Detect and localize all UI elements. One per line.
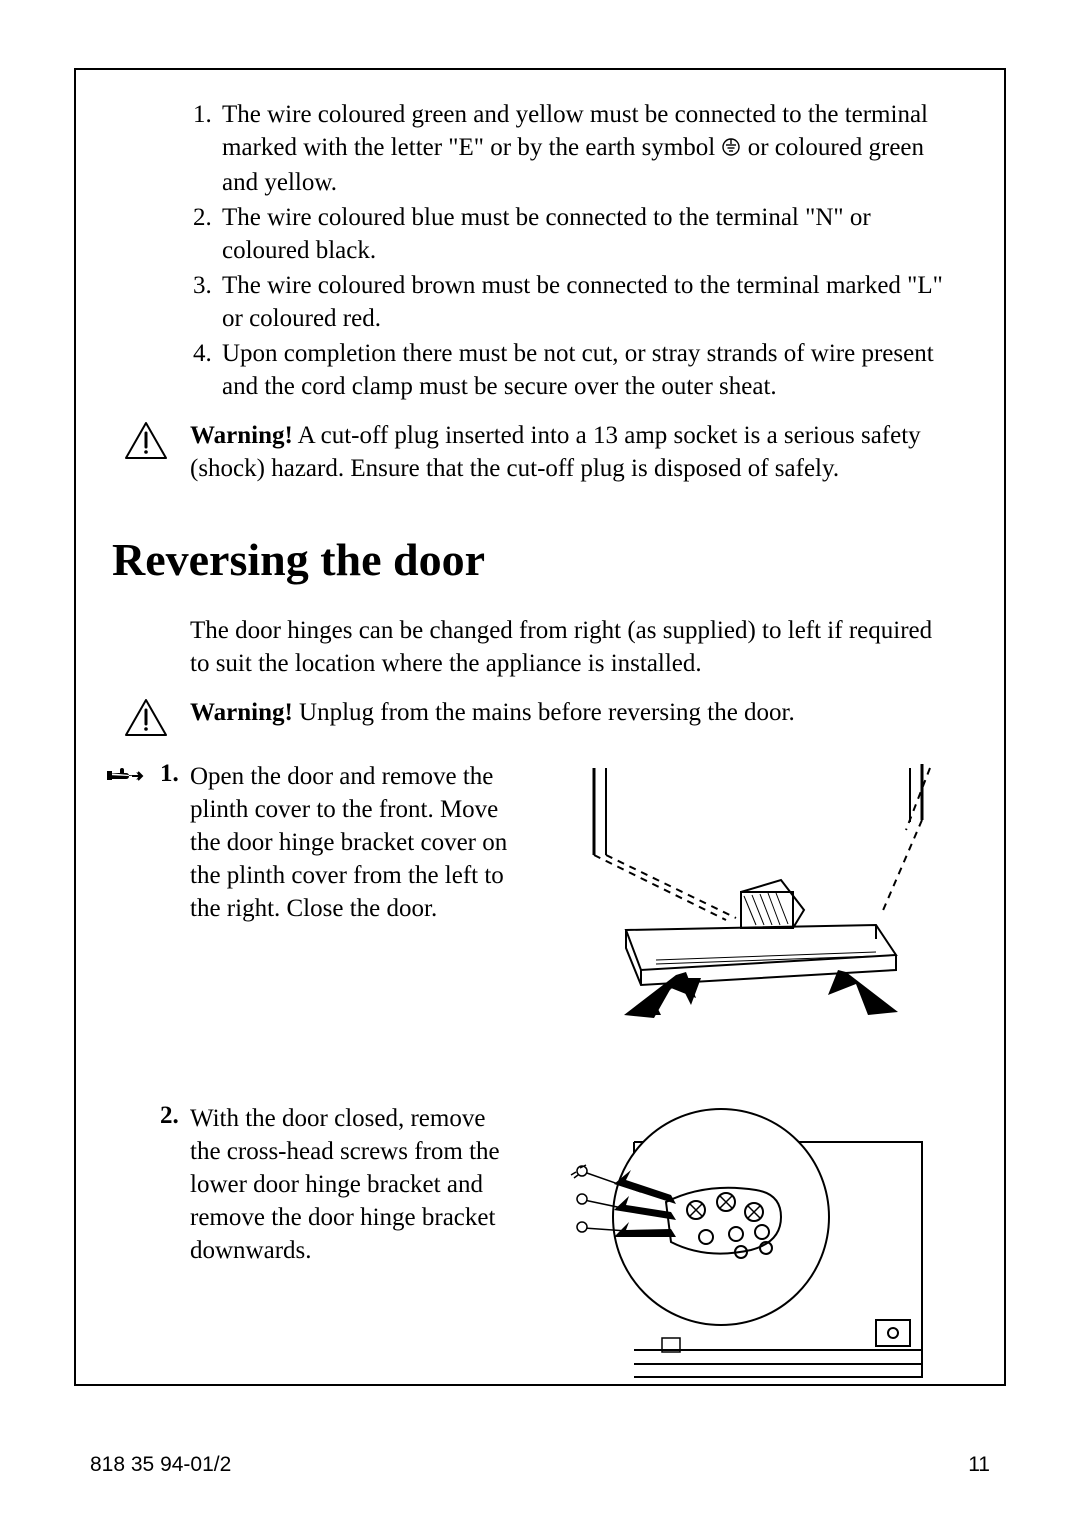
step-2-num: 2. <box>160 1102 190 1130</box>
step-2-block: 2. With the door closed, remove the cros… <box>106 1102 956 1422</box>
page-number: 11 <box>968 1453 990 1477</box>
wire-item-1: The wire coloured green and yellow must … <box>218 98 956 199</box>
warning-icon <box>124 698 168 738</box>
hand-icon-col <box>106 760 160 792</box>
page-frame: The wire coloured green and yellow must … <box>74 68 1006 1386</box>
hinge-diagram-icon <box>526 1102 956 1422</box>
intro-paragraph: The door hinges can be changed from righ… <box>190 614 956 680</box>
step-1-num: 1. <box>160 760 190 788</box>
wire-list: The wire coloured green and yellow must … <box>218 98 956 403</box>
wire-item-2: The wire coloured blue must be connected… <box>218 201 956 267</box>
hand-icon <box>106 763 144 787</box>
warning-1-body: A cut-off plug inserted into a 13 amp so… <box>190 422 921 482</box>
step-1-image <box>526 760 956 1020</box>
warning-icon <box>124 421 168 461</box>
warning-2-row: Warning! Unplug from the mains before re… <box>106 696 956 738</box>
doc-ref: 818 35 94-01/2 <box>90 1453 231 1477</box>
step-2-image <box>526 1102 956 1422</box>
step-1-text: Open the door and remove the plinth cove… <box>190 760 526 925</box>
step-1-block: 1. Open the door and remove the plinth c… <box>106 760 956 1020</box>
warning-2-label: Warning! <box>190 699 293 726</box>
step-2-text: With the door closed, remove the cross-h… <box>190 1102 526 1267</box>
wire-item-3: The wire coloured brown must be connecte… <box>218 269 956 335</box>
warning-1-text: Warning! A cut-off plug inserted into a … <box>190 419 956 485</box>
earth-icon <box>721 133 741 166</box>
warning-icon-col <box>106 419 190 461</box>
wire-instructions-block: The wire coloured green and yellow must … <box>190 98 956 403</box>
warning-icon-col <box>106 696 190 738</box>
section-heading: Reversing the door <box>112 533 956 586</box>
warning-1-label: Warning! <box>190 422 293 449</box>
warning-2-text: Warning! Unplug from the mains before re… <box>190 696 956 729</box>
plinth-diagram-icon <box>526 760 956 1020</box>
page-footer: 818 35 94-01/2 11 <box>0 1453 1080 1477</box>
warning-1-row: Warning! A cut-off plug inserted into a … <box>106 419 956 485</box>
wire-item-4: Upon completion there must be not cut, o… <box>218 337 956 403</box>
spacer <box>106 1102 160 1105</box>
warning-2-body: Unplug from the mains before reversing t… <box>293 699 795 726</box>
